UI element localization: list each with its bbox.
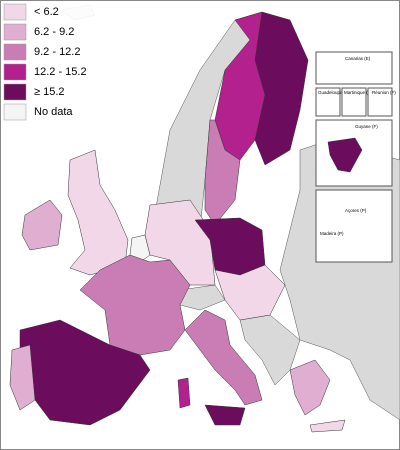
legend-swatch <box>3 23 27 41</box>
region <box>177 377 191 409</box>
region <box>327 137 363 173</box>
inset-box <box>341 87 367 117</box>
inset-box <box>315 51 393 85</box>
region <box>289 359 331 416</box>
legend-swatch <box>3 43 27 61</box>
region <box>309 419 346 433</box>
inset-label: Guadeloupe (F) <box>318 90 350 95</box>
legend: < 6.2 6.2 - 9.2 9.2 - 12.2 12.2 - 15.2 ≥ 15.… <box>2 2 98 124</box>
inset-label: Martinique (F) <box>344 90 373 95</box>
region <box>21 199 63 251</box>
region <box>9 344 36 411</box>
inset-label: Canarias (E) <box>345 56 371 61</box>
legend-label: < 6.2 <box>34 6 59 18</box>
inset-label: Guyane (F) <box>355 124 378 129</box>
inset-label: Réunion (F) <box>372 90 396 95</box>
regions <box>9 11 346 433</box>
region <box>184 309 263 406</box>
legend-swatch <box>3 3 27 21</box>
legend-label: No data <box>34 106 73 118</box>
inset-box <box>367 87 393 117</box>
legend-label: ≥ 15.2 <box>34 86 65 98</box>
inset-box <box>315 87 341 117</box>
balkans <box>239 314 301 386</box>
legend-swatch <box>3 103 27 121</box>
inset-box <box>315 189 393 263</box>
legend-label: 9.2 - 12.2 <box>34 46 80 58</box>
legend-swatch <box>3 63 27 81</box>
legend-swatch <box>3 83 27 101</box>
insets: Canarias (E) Guadeloupe (F) Martinique (… <box>315 51 396 263</box>
region <box>214 264 286 321</box>
inset-label: Madeira (P) <box>320 231 344 236</box>
legend-label: 6.2 - 9.2 <box>34 26 74 38</box>
legend-label: 12.2 - 15.2 <box>34 66 87 78</box>
legend-background <box>2 2 98 124</box>
inset-label: Açores (P) <box>345 208 367 213</box>
region <box>129 234 151 263</box>
region <box>204 404 246 426</box>
region <box>204 119 241 226</box>
